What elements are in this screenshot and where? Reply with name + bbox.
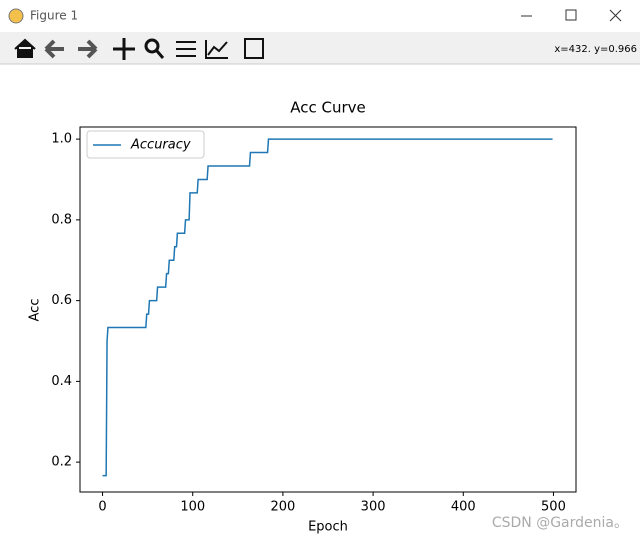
- save-button[interactable]: [244, 38, 264, 59]
- x-tick-label: 400: [451, 500, 476, 515]
- forward-button[interactable]: [78, 39, 98, 59]
- plot-area: [79, 126, 577, 493]
- coordinates: x=432. y=0.966: [554, 44, 637, 55]
- chart-title: Acc Curve: [290, 99, 366, 117]
- toolbar: [0, 32, 640, 64]
- y-tick-label: 0.4: [51, 374, 72, 389]
- maximize-button[interactable]: [565, 9, 577, 21]
- configure-button[interactable]: [176, 41, 196, 57]
- y-tick-label: 0.8: [51, 212, 72, 227]
- x-tick-label: 200: [270, 500, 295, 515]
- legend-label: Accuracy: [130, 138, 191, 153]
- pan-button[interactable]: [113, 38, 135, 60]
- close-button[interactable]: [609, 9, 622, 22]
- home-button[interactable]: [14, 38, 36, 58]
- y-tick-label: 0.2: [51, 455, 72, 470]
- app-icon: [8, 8, 24, 24]
- y-tick-label: 0.6: [51, 293, 72, 308]
- x-tick-label: 0: [98, 500, 106, 515]
- edit-axis-button[interactable]: [205, 40, 228, 59]
- legend-box: [86, 130, 205, 159]
- x-tick-label: 100: [180, 500, 205, 515]
- x-axis-label: Epoch: [308, 520, 348, 535]
- y-axis-label: Acc: [28, 299, 43, 322]
- y-tick-label: 1.0: [51, 132, 72, 147]
- watermark: CSDN @Gardenia。: [492, 515, 628, 531]
- x-tick-label: 300: [361, 500, 386, 515]
- x-tick-label: 500: [541, 500, 566, 515]
- zoom-button[interactable]: [144, 38, 165, 59]
- window-title: Figure 1: [30, 9, 78, 23]
- back-button[interactable]: [44, 39, 64, 59]
- title-bar: [0, 0, 640, 32]
- line-series: [102, 138, 553, 477]
